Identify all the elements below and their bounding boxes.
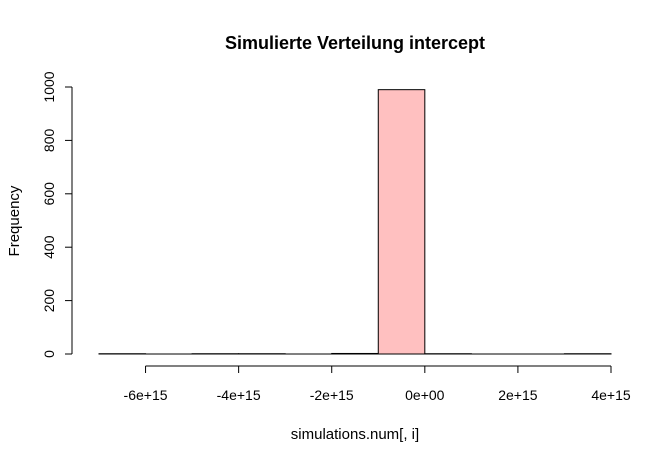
x-tick-label: 2e+15 [498, 387, 538, 403]
x-tick-label: 4e+15 [591, 387, 631, 403]
y-tick-label: 0 [41, 350, 57, 358]
x-tick-label: -6e+15 [124, 387, 168, 403]
x-tick-label: -2e+15 [310, 387, 354, 403]
x-axis-label: simulations.num[, i] [291, 426, 419, 443]
y-tick-label: 600 [41, 182, 57, 206]
y-tick-label: 200 [41, 289, 57, 313]
y-axis-label: Frequency [6, 185, 23, 256]
y-tick-label: 800 [41, 129, 57, 153]
x-axis: -6e+15 -4e+15 -2e+15 0e+00 2e+15 4e+15 [124, 366, 631, 403]
y-tick-label: 400 [41, 235, 57, 259]
histogram-bar-6 [378, 90, 425, 354]
x-tick-label: 0e+00 [405, 387, 445, 403]
y-axis: 0 200 400 600 800 1000 [41, 71, 72, 358]
x-tick-label: -4e+15 [217, 387, 261, 403]
y-tick-label: 1000 [41, 71, 57, 102]
chart-title: Simulierte Verteilung intercept [225, 33, 485, 53]
histogram-bars [99, 90, 611, 354]
